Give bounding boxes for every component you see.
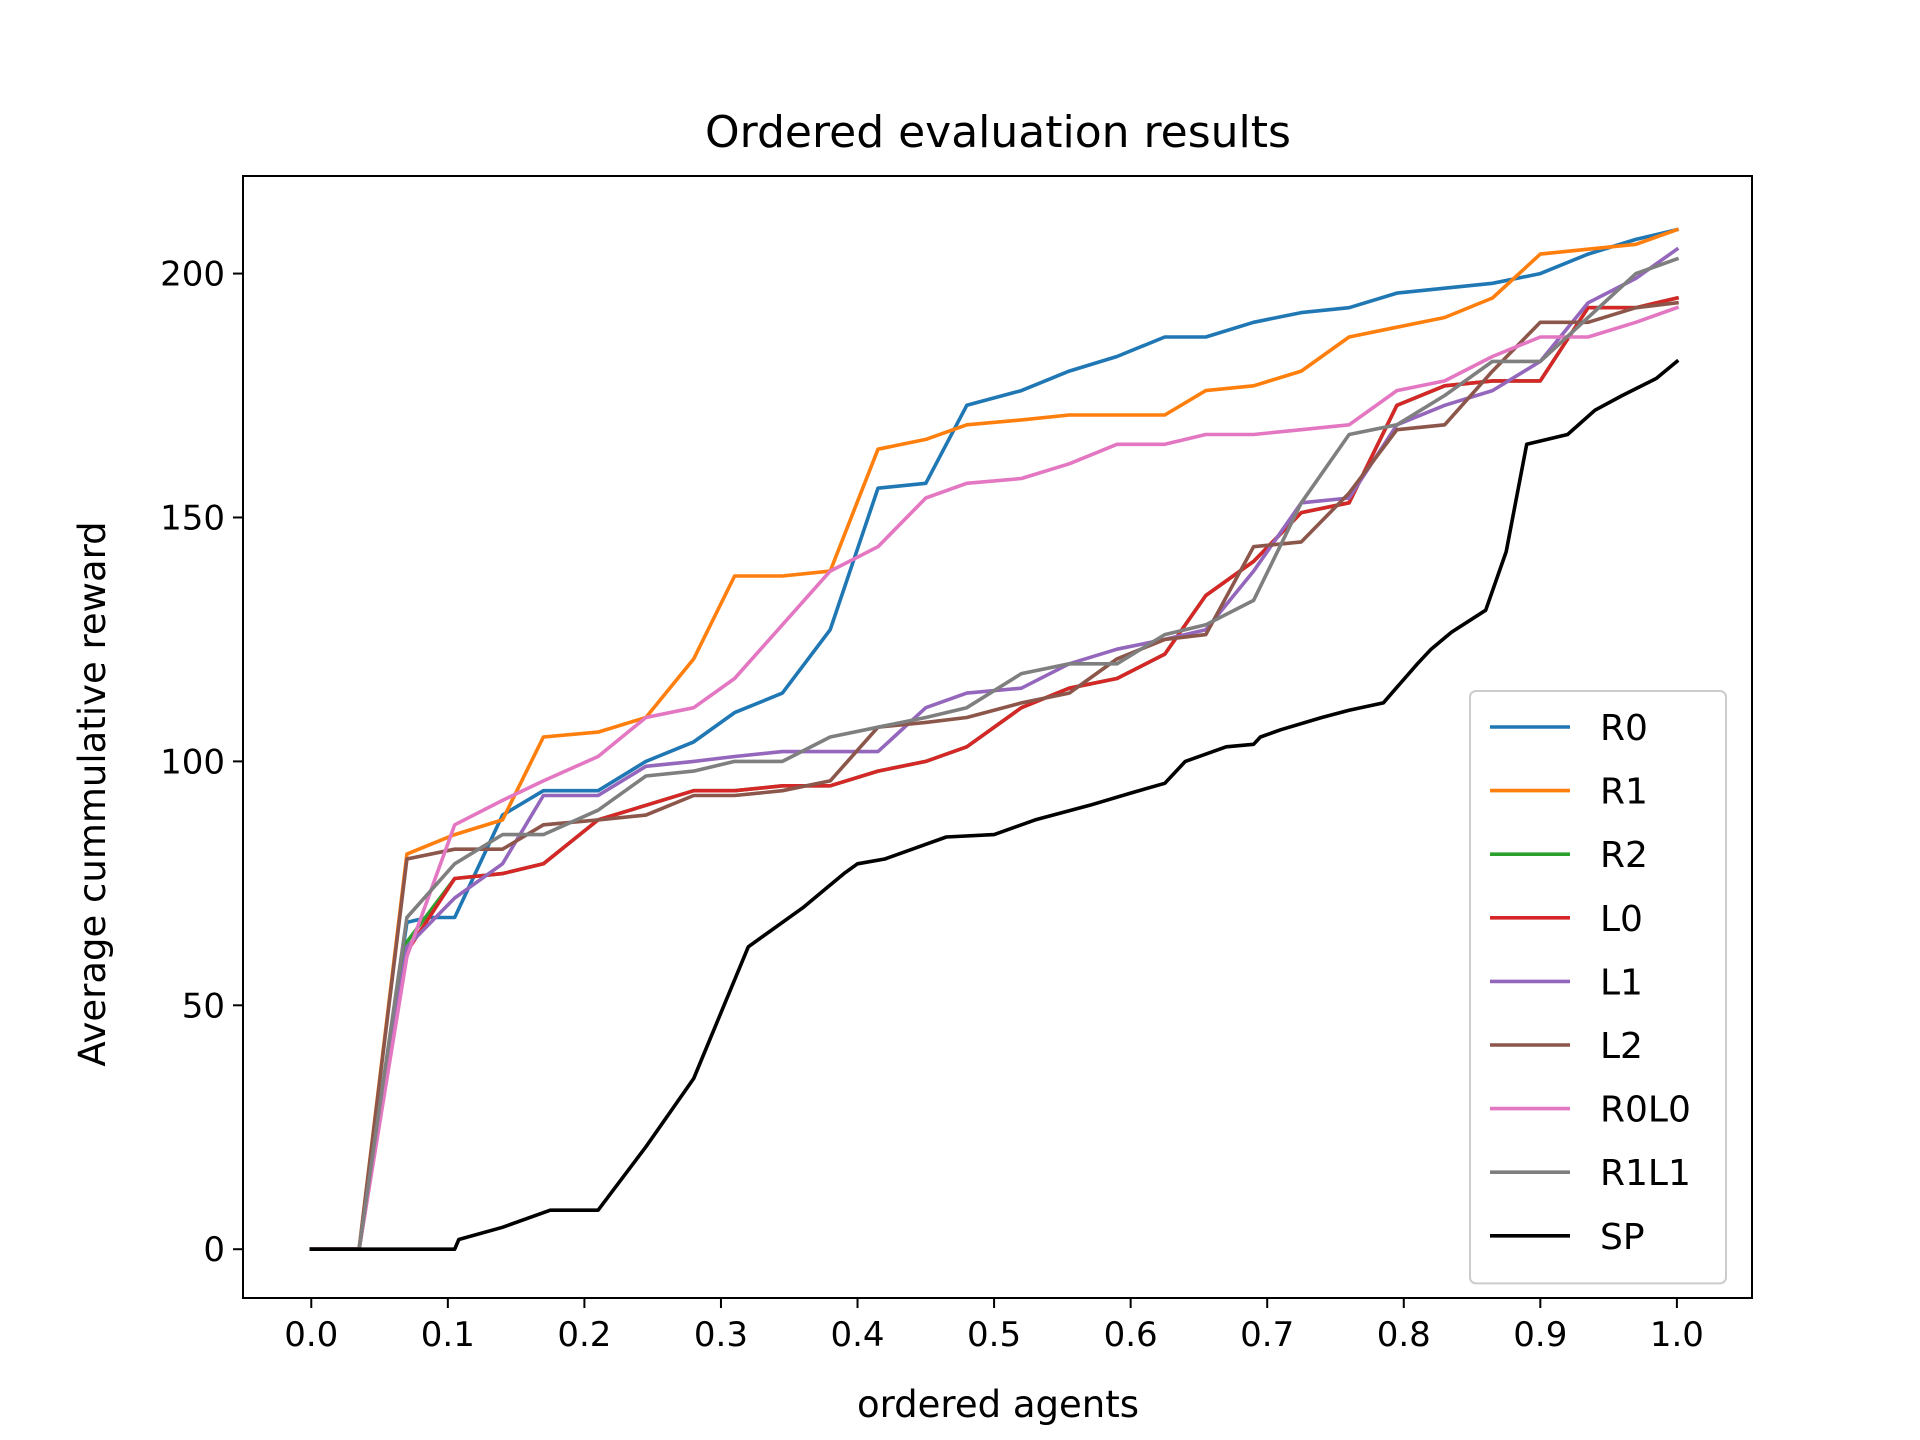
y-axis-title: Average cummulative reward	[71, 521, 114, 1066]
x-tick-label: 0.4	[830, 1315, 884, 1355]
y-tick-label: 100	[160, 742, 225, 782]
legend-label: R0L0	[1600, 1090, 1691, 1131]
series-line-r0l0	[309, 305, 1680, 1251]
x-axis: 0.0 0.1 0.2 0.3 0.4 0.5 0.6 0.7 0.8 0.9 1.0	[284, 1298, 1704, 1355]
y-tick-label: 0	[203, 1230, 225, 1270]
y-tick-label: 50	[182, 986, 225, 1026]
plot-frame	[242, 175, 1753, 1299]
x-tick-label: 0.8	[1377, 1315, 1431, 1355]
legend-label: R2	[1600, 835, 1648, 876]
x-tick-label: 0.5	[967, 1315, 1021, 1355]
legend-label: L2	[1600, 1026, 1643, 1067]
series-line-sp	[309, 358, 1680, 1251]
series-line-r1l1	[309, 256, 1680, 1251]
x-tick-label: 0.6	[1104, 1315, 1158, 1355]
legend-label: L1	[1600, 962, 1643, 1003]
legend-label: SP	[1600, 1217, 1645, 1258]
legend-label: R1L1	[1600, 1153, 1691, 1194]
series-line-r0	[309, 227, 1680, 1251]
y-axis: 0 50 100 150 200	[160, 255, 243, 1270]
x-tick-label: 0.9	[1513, 1315, 1567, 1355]
y-tick-label: 150	[160, 498, 225, 538]
legend-label: R1	[1600, 772, 1648, 813]
legend-label: R0	[1600, 708, 1648, 749]
x-tick-label: 0.0	[284, 1315, 338, 1355]
x-tick-label: 0.3	[694, 1315, 748, 1355]
series-line-r1	[309, 227, 1680, 1251]
y-tick-label: 200	[160, 255, 225, 295]
x-tick-label: 1.0	[1650, 1315, 1704, 1355]
legend-label: L0	[1600, 899, 1643, 940]
x-tick-label: 0.2	[557, 1315, 611, 1355]
x-tick-label: 0.7	[1240, 1315, 1294, 1355]
plot-area	[309, 227, 1680, 1251]
series-line-l2	[309, 300, 1679, 1251]
legend-box	[1469, 690, 1727, 1285]
x-tick-label: 0.1	[421, 1315, 475, 1355]
series-line-l0	[309, 295, 1680, 1251]
chart-title: Ordered evaluation results	[705, 107, 1291, 158]
x-axis-title: ordered agents	[857, 1383, 1139, 1426]
legend: R0 R1 R2 L0 L1 L2 R0L0 R1L1 SP	[1469, 690, 1727, 1285]
